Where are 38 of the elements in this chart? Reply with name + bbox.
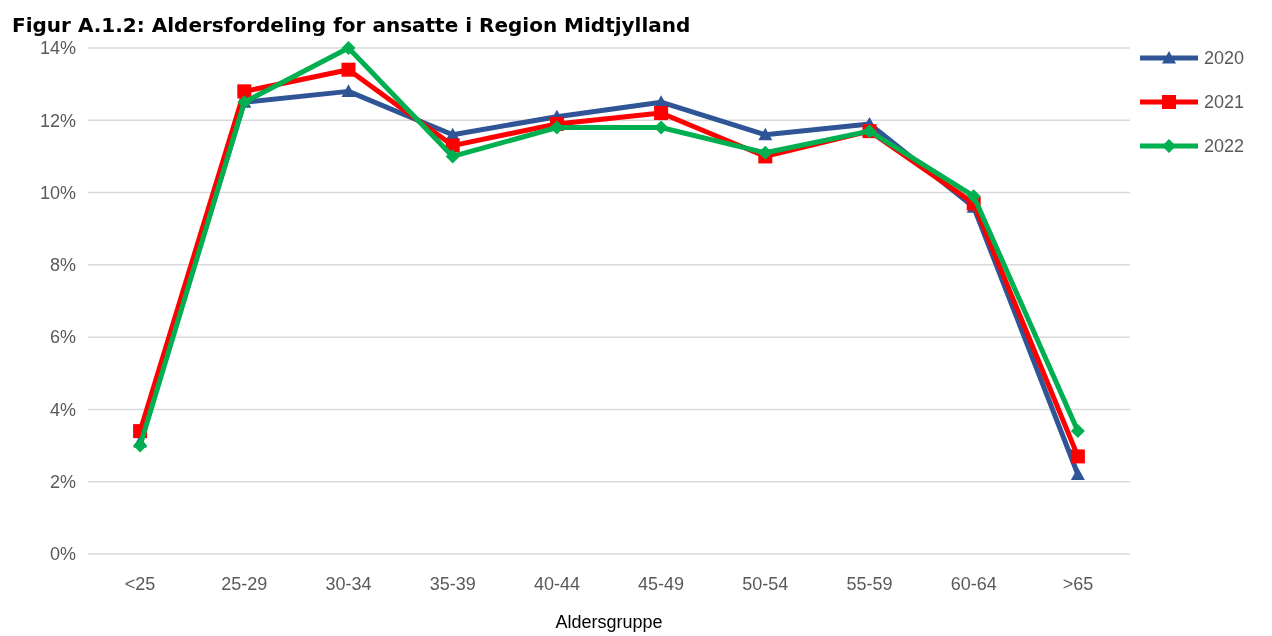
x-tick-label: 35-39 — [429, 574, 476, 594]
point — [966, 189, 981, 204]
x-tick-label: 30-34 — [325, 574, 372, 594]
y-tick-label: 14% — [39, 38, 76, 59]
x-tick-label: 25-29 — [221, 574, 268, 594]
y-tick-label: 10% — [39, 182, 76, 203]
point — [758, 127, 773, 141]
point — [549, 120, 564, 135]
chart-title: Figur A.1.2: Aldersfordeling for ansatte i Region Midtjylland — [12, 13, 691, 37]
x-tick-label: 50-54 — [742, 574, 789, 594]
point — [1070, 449, 1085, 464]
point — [341, 41, 356, 55]
point — [445, 149, 460, 164]
point — [133, 438, 148, 453]
x-axis-title: Aldersgruppe — [555, 612, 663, 632]
point — [1070, 424, 1085, 439]
point — [237, 84, 252, 99]
y-tick-label: 8% — [49, 255, 76, 276]
y-tick-label: 12% — [39, 110, 76, 131]
x-tick-label: 40-44 — [533, 574, 580, 594]
x-tick-label: <25 — [124, 574, 156, 594]
y-tick-label: 4% — [49, 399, 76, 420]
point — [758, 145, 773, 160]
y-tick-label: 0% — [49, 544, 76, 565]
point — [654, 106, 669, 121]
y-tick-label: 2% — [49, 472, 76, 493]
x-tick-label: 55-59 — [846, 574, 893, 594]
legend-label: 2021 — [1204, 92, 1245, 113]
x-tick-label: 45-49 — [638, 574, 685, 594]
legend-label: 2020 — [1204, 48, 1245, 69]
point — [654, 120, 669, 135]
point — [1070, 467, 1085, 481]
x-tick-label: 60-64 — [950, 574, 997, 594]
point — [341, 84, 356, 97]
point — [341, 62, 356, 77]
y-tick-label: 6% — [49, 327, 76, 348]
x-tick-label: >65 — [1062, 574, 1094, 594]
legend-label: 2022 — [1204, 136, 1245, 157]
